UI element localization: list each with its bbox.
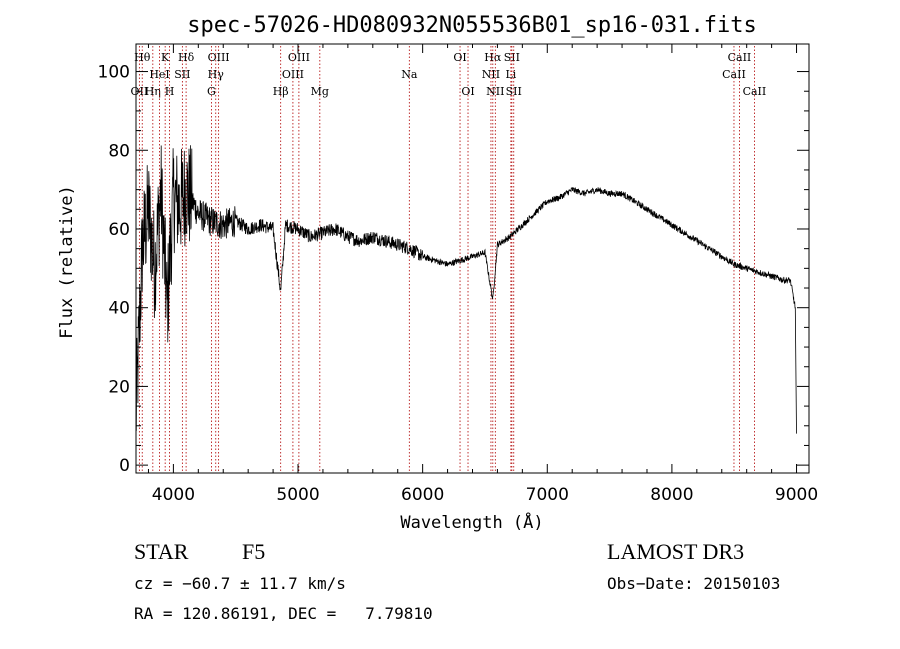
line-label: OI — [453, 51, 466, 64]
line-label: CaII — [743, 85, 767, 98]
x-tick-label: 6000 — [401, 485, 444, 505]
y-tick-label: 20 — [108, 377, 130, 397]
y-tick-label: 40 — [108, 299, 130, 319]
line-label: OIII — [282, 68, 304, 81]
redshift-value: cz = −60.7 ± 11.7 km/s — [134, 574, 346, 593]
line-label: SII — [504, 51, 520, 64]
coordinates: RA = 120.86191, DEC = 7.79810 — [134, 604, 433, 623]
line-label: G — [207, 85, 216, 98]
line-label: K — [161, 51, 170, 64]
x-tick-label: 4000 — [152, 485, 195, 505]
line-label: Hβ — [273, 85, 289, 98]
survey-name: LAMOST DR3 — [607, 539, 745, 564]
x-tick-label: 5000 — [276, 485, 319, 505]
x-tick-label: 8000 — [650, 485, 693, 505]
spectrum-line — [135, 145, 797, 434]
x-tick-label: 7000 — [526, 485, 569, 505]
plot-frame — [135, 43, 810, 474]
y-axis-label: Flux (relative) — [57, 185, 77, 339]
line-label: OIII — [208, 51, 230, 64]
line-label: Hδ — [178, 51, 195, 64]
y-tick-label: 80 — [108, 141, 130, 161]
obs-date: Obs−Date: 20150103 — [607, 574, 781, 593]
line-label: NII — [486, 85, 504, 98]
x-tick-label: 9000 — [775, 485, 818, 505]
x-axis-label: Wavelength (Å) — [400, 511, 543, 533]
line-label: SII — [174, 68, 190, 81]
line-label: HeI — [149, 68, 169, 81]
line-label: OIII — [288, 51, 310, 64]
line-label: CaII — [728, 51, 752, 64]
spectrum-layer — [135, 145, 797, 434]
y-tick-label: 60 — [108, 220, 130, 240]
line-label: CaII — [722, 68, 746, 81]
line-label: Na — [401, 68, 418, 81]
axes-layer: 4000 5000 6000 7000 8000 9000 0 20 40 60 80 100 — [98, 44, 818, 505]
chart-title: spec-57026-HD080932N055536B01_sp16-031.f… — [187, 13, 757, 38]
y-tick-label: 100 — [98, 63, 130, 83]
object-subclass: F5 — [242, 539, 266, 564]
line-label: H — [165, 85, 175, 98]
object-class: STAR — [134, 539, 189, 564]
line-label: SII — [506, 85, 522, 98]
y-tick-label: 0 — [119, 456, 130, 476]
line-label: Hγ — [208, 68, 225, 81]
line-label: Hθ — [134, 51, 151, 64]
line-label: Mg — [311, 85, 329, 98]
line-label: NII — [482, 68, 500, 81]
line-label: Li — [505, 68, 516, 81]
line-label: OI — [461, 85, 474, 98]
line-label: Hα — [484, 51, 502, 64]
line-label: Hη — [145, 85, 161, 98]
